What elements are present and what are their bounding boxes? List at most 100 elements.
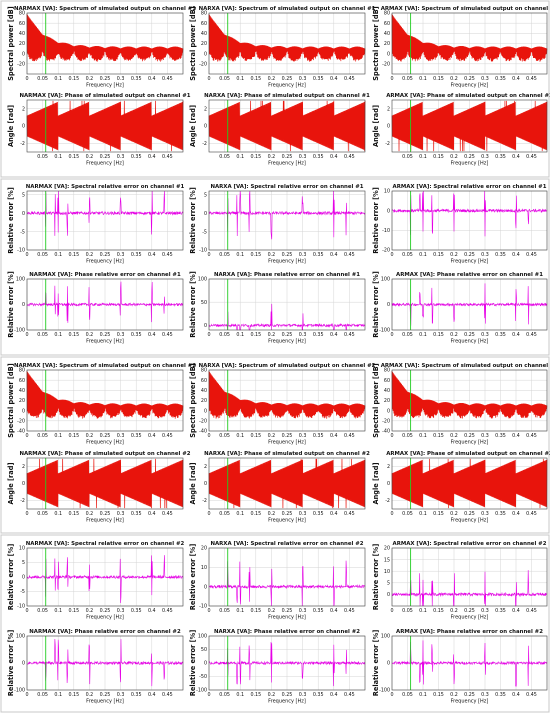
chart-title: NARXA [VA]: Spectrum of simulated output…	[199, 6, 376, 12]
x-tick-label: 0.3	[481, 154, 489, 160]
x-tick-label: 0.35	[313, 332, 324, 338]
x-tick-label: 0.45	[526, 252, 537, 258]
axes-frame	[208, 12, 366, 75]
x-tick-label: 0.25	[282, 511, 293, 517]
x-tick-label: 0.3	[481, 608, 489, 614]
x-tick-label: 0.4	[148, 433, 156, 439]
x-tick-label: 0.2	[86, 252, 94, 258]
x-tick-label: 0.1	[236, 332, 244, 338]
y-tick-label: 5	[22, 560, 25, 566]
x-tick-label: 0.3	[299, 252, 307, 258]
x-tick-label: 0.15	[68, 252, 79, 258]
chart-title: NARXA [VA]: Spectrum of simulated output…	[199, 363, 376, 369]
y-tick-label: -20	[199, 419, 207, 425]
x-tick-label: 0.05	[402, 433, 413, 439]
chart-panel-narxa-phase-error-ch1: 0 0.05 0.1 0.15 0.2 0.25 0.3 0.35 0.4 0.45 0 50 100 N…	[189, 271, 366, 345]
x-tick-label: 0	[390, 692, 393, 698]
axes-frame	[26, 635, 184, 691]
x-tick-label: 0.45	[344, 252, 355, 258]
y-tick-label: 0	[387, 208, 390, 214]
y-tick-label: -20	[382, 419, 390, 425]
x-tick-label: 0	[25, 252, 28, 258]
y-tick-label: 100	[381, 634, 390, 640]
x-tick-label: 0.35	[495, 332, 506, 338]
axes-frame	[391, 547, 548, 607]
y-tick-label: 40	[201, 388, 207, 394]
y-tick-label: 60	[201, 378, 207, 384]
axes-frame	[208, 369, 366, 432]
x-tick-label: 0.45	[526, 332, 537, 338]
x-tick-label: 0.3	[117, 692, 125, 698]
x-tick-label: 0.25	[464, 332, 475, 338]
x-tick-label: 0.35	[495, 433, 506, 439]
y-axis-label: Relative error [%]	[372, 630, 380, 696]
y-tick-label: 20	[201, 41, 207, 47]
signal-series	[26, 458, 184, 509]
x-tick-label: 0.05	[219, 332, 230, 338]
y-axis-label: Relative error [%]	[7, 544, 15, 610]
x-tick-label: 0.2	[268, 692, 276, 698]
signal-series	[391, 640, 548, 688]
chart-panel-armax-spectrum-ch2: 0 0.05 0.1 0.15 0.2 0.25 0.3 0.35 0.4 0.45 -40 -20 0…	[372, 363, 550, 446]
x-tick-label: 0.35	[313, 433, 324, 439]
chart-title: NARXA [VA]: Spectral relative error on c…	[210, 541, 363, 547]
chart-panel-narmax-spectrum-ch2: 0 0.05 0.1 0.15 0.2 0.25 0.3 0.35 0.4 0.45 -40 -20 0…	[7, 363, 196, 446]
x-tick-label: 0	[207, 76, 210, 82]
y-tick-label: 0	[204, 124, 207, 130]
y-tick-label: -10	[199, 248, 207, 254]
y-tick-label: 20	[201, 546, 207, 552]
x-tick-label: 0.05	[219, 252, 230, 258]
chart-title: NARXA [VA]: Phase relative error on chan…	[214, 629, 360, 635]
x-tick-label: 0.3	[117, 252, 125, 258]
x-tick-label: 0.4	[330, 692, 338, 698]
y-axis-label: Relative error [%]	[189, 544, 197, 610]
y-axis-label: Relative error [%]	[372, 187, 380, 253]
signal-series	[26, 14, 184, 62]
y-tick-label: 2	[204, 106, 207, 112]
y-tick-label: 80	[19, 11, 25, 17]
x-tick-label: 0	[25, 692, 28, 698]
x-tick-label: 0.3	[299, 692, 307, 698]
x-axis-label: Frequency [Hz]	[86, 518, 124, 524]
x-tick-label: 0.35	[313, 154, 324, 160]
y-tick-label: 5	[387, 581, 390, 587]
x-tick-label: 0.2	[86, 154, 94, 160]
y-tick-label: 100	[16, 634, 25, 640]
y-axis-label: Angle [rad]	[7, 463, 15, 505]
x-tick-label: 0.05	[402, 332, 413, 338]
x-tick-label: 0.05	[37, 433, 48, 439]
x-tick-label: 0.1	[54, 433, 62, 439]
x-tick-label: 0	[390, 252, 393, 258]
chart-title: NARMAX [VA]: Spectral relative error on …	[26, 541, 185, 547]
y-axis-label: Relative error [%]	[7, 187, 15, 253]
signal-series	[26, 555, 184, 604]
y-tick-label: 20	[384, 546, 390, 552]
y-axis-label: Angle [rad]	[372, 105, 380, 147]
x-tick-label: 0.05	[37, 511, 48, 517]
x-tick-label: 0.25	[464, 608, 475, 614]
x-tick-label: 0.35	[131, 608, 142, 614]
y-tick-label: 0	[387, 51, 390, 57]
x-tick-label: 0.25	[282, 154, 293, 160]
signal-series	[208, 303, 366, 331]
y-axis-label: Spectral power [dB]	[7, 6, 15, 80]
chart-panel-armax-phase-error-ch1: 0 0.05 0.1 0.15 0.2 0.25 0.3 0.35 0.4 0.45-100010…	[372, 271, 548, 345]
x-tick-label: 0.05	[37, 252, 48, 258]
x-tick-label: 0.4	[330, 154, 338, 160]
y-tick-label: -2	[202, 141, 207, 147]
signal-series	[26, 638, 184, 687]
x-tick-label: 0.35	[495, 76, 506, 82]
x-tick-label: 0.2	[268, 252, 276, 258]
x-tick-label: 0.35	[131, 692, 142, 698]
y-tick-label: -100	[196, 688, 207, 694]
x-tick-label: 0.45	[526, 154, 537, 160]
x-tick-label: 0.4	[330, 332, 338, 338]
signal-series	[26, 100, 184, 152]
chart-title: ARMAX [VA]: Phase relative error on chan…	[396, 272, 543, 278]
x-tick-label: 0.05	[37, 154, 48, 160]
y-tick-label: 0	[22, 408, 25, 414]
x-tick-label: 0.15	[68, 332, 79, 338]
y-axis-label: Relative error [%]	[372, 544, 380, 610]
x-tick-label: 0.35	[313, 252, 324, 258]
